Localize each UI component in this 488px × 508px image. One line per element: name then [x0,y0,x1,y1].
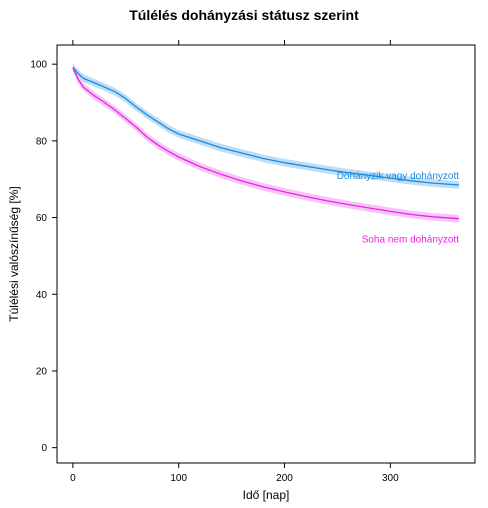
y-tick-label-2: 40 [36,290,48,301]
series-line-0 [72,66,460,186]
series-line-1 [72,67,460,220]
y-axis-label: Túlélési valószínűség [%] [7,186,21,321]
y-tick-label-3: 60 [36,213,48,224]
x-tick-label-3: 300 [382,473,399,484]
y-tick-label-1: 20 [36,366,48,377]
series-labels: Dohányzik vagy dohányzott Soha nem dohány… [337,171,460,246]
series-label-0: Dohányzik vagy dohányzott [337,171,460,182]
chart-title: Túlélés dohányzási státusz szerint [129,7,359,23]
x-tick-label-1: 100 [170,473,187,484]
x-tick-label-2: 200 [276,473,293,484]
axes: 0 100 200 300 0 20 40 60 80 100 [30,40,399,484]
y-tick-label-5: 100 [30,60,47,71]
x-axis-label: Idő [nap] [243,488,290,502]
confidence-band-1 [72,64,460,223]
plot-frame [56,44,476,464]
y-tick-label-0: 0 [41,443,47,454]
x-tick-label-0: 0 [70,473,76,484]
y-tick-label-4: 80 [36,136,48,147]
series-label-1: Soha nem dohányzott [362,235,460,246]
plot-area [72,63,460,223]
